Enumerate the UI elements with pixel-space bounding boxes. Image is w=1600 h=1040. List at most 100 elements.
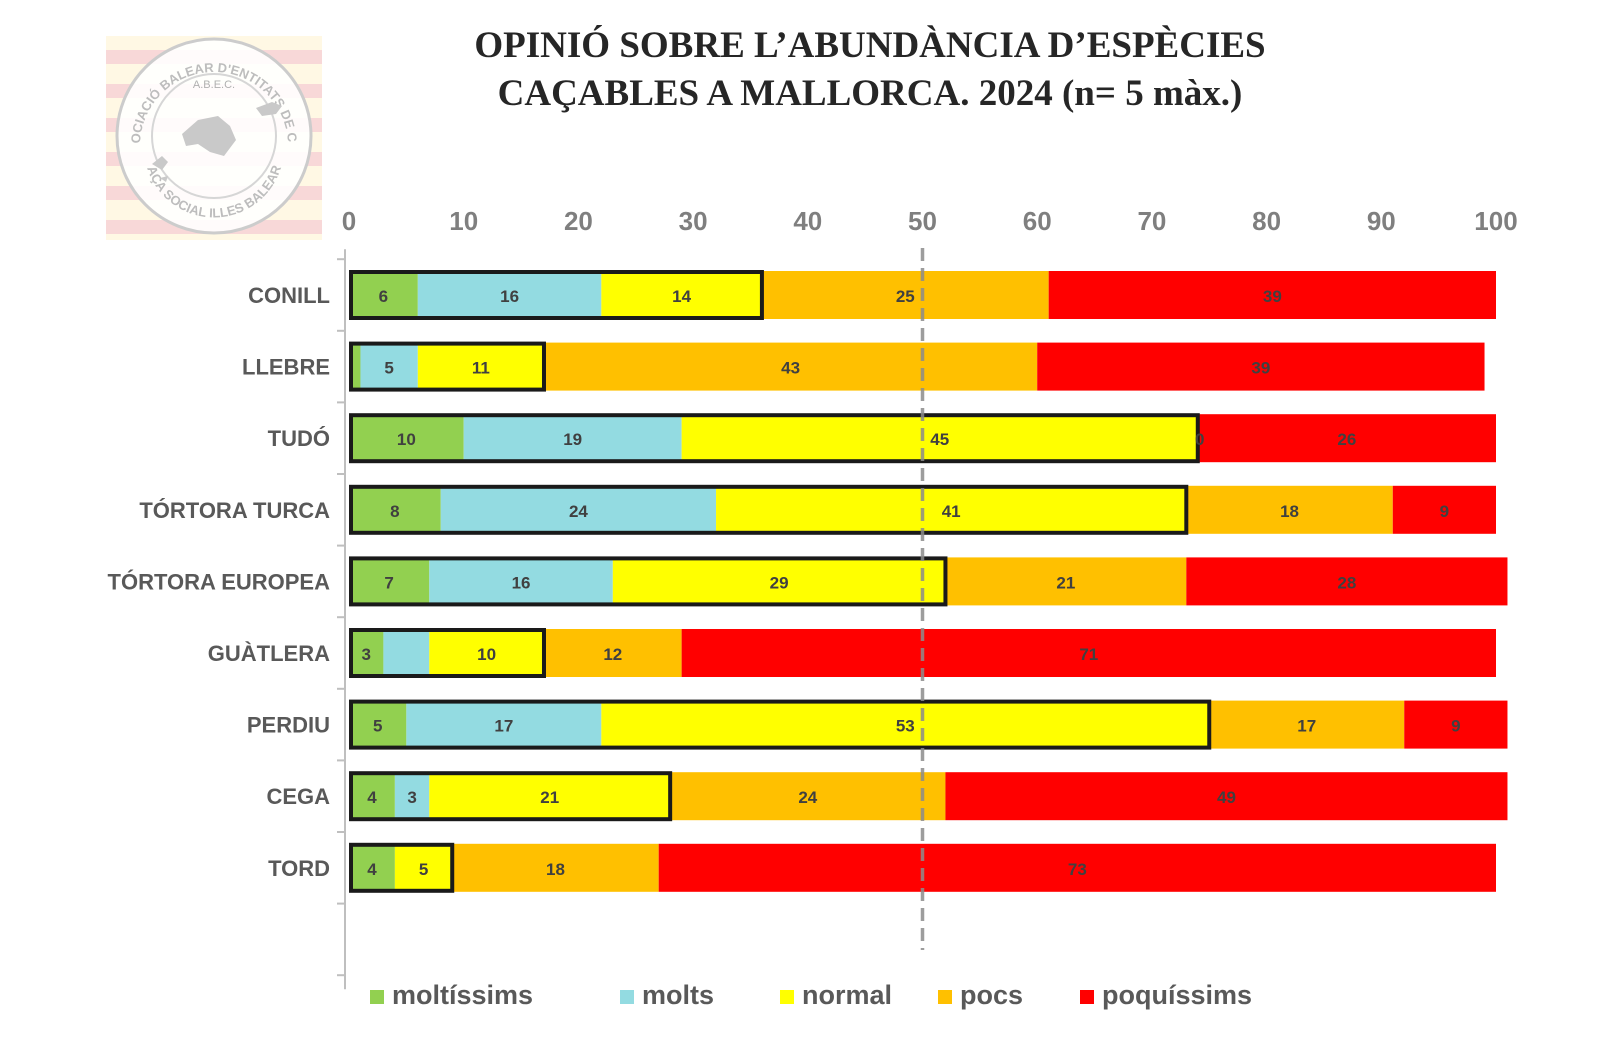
value-label-3-2: 41: [942, 502, 961, 521]
value-label-0-2: 14: [672, 287, 691, 306]
bar-6-3: [1209, 700, 1405, 749]
x-tick-label-60: 60: [1023, 206, 1052, 236]
value-label-6-3: 17: [1297, 717, 1316, 736]
bar-5-0: [349, 629, 384, 677]
value-label-6-0: 5: [373, 717, 382, 736]
value-label-5-3: 12: [603, 645, 622, 664]
legend-swatch-1: [620, 990, 634, 1004]
highlight-box-4: [349, 556, 948, 607]
value-label-6-4: 9: [1451, 717, 1460, 736]
legend-swatch-2: [780, 990, 794, 1004]
value-label-6-1: 17: [494, 717, 513, 736]
value-label-8-4: 73: [1068, 860, 1087, 879]
value-label-0-3: 25: [896, 287, 915, 306]
bar-4-0: [349, 557, 430, 606]
x-axis-tick-labels: 0 10 20 30 40 50 60 70 80 90 100: [342, 206, 1518, 236]
bar-2-4: [1197, 414, 1496, 463]
bar-3-4: [1392, 485, 1496, 534]
legend-label-3: pocs: [960, 980, 1023, 1010]
bar-3-2: [716, 485, 1187, 534]
value-label-2-3: 0: [1195, 430, 1204, 449]
menorca-island-icon: [256, 102, 282, 116]
bar-6-0: [349, 700, 407, 749]
value-label-5-0: 3: [361, 645, 370, 664]
x-tick-label-80: 80: [1252, 206, 1281, 236]
highlight-box-5: [349, 628, 546, 678]
bar-7-3: [670, 772, 946, 821]
bar-3-3: [1186, 485, 1393, 534]
bar-2-1: [463, 414, 682, 463]
bar-3-0: [349, 485, 441, 534]
highlight-box-8: [349, 842, 455, 893]
bar-4-1: [429, 557, 613, 606]
value-label-8-2: 5: [419, 860, 428, 879]
value-label-5-2: 10: [477, 645, 496, 664]
value-label-7-2: 21: [540, 788, 559, 807]
bar-8-3: [452, 843, 659, 892]
value-label-3-0: 8: [390, 502, 399, 521]
value-label-5-4: 71: [1079, 645, 1098, 664]
value-label-1-3: 43: [781, 359, 800, 378]
x-tick-label-90: 90: [1367, 206, 1396, 236]
value-label-8-0: 4: [367, 860, 377, 879]
highlight-box-6: [349, 699, 1212, 750]
value-label-1-4: 39: [1251, 359, 1270, 378]
bar-7-1: [394, 772, 430, 821]
value-label-2-1: 19: [563, 430, 582, 449]
x-tick-label-40: 40: [793, 206, 822, 236]
bar-4-2: [612, 557, 946, 606]
value-label-2-2: 45: [930, 430, 949, 449]
value-label-4-2: 29: [770, 573, 789, 592]
formentera-island-icon: [160, 176, 168, 182]
bar-0-0: [349, 271, 418, 319]
bar-7-0: [349, 772, 395, 821]
value-label-1-1: 5: [384, 359, 393, 378]
legend-swatch-0: [370, 990, 384, 1004]
value-label-2-0: 10: [397, 430, 416, 449]
legend-label-4: poquíssims: [1102, 980, 1252, 1010]
value-label-1-2: 11: [472, 359, 490, 378]
highlight-box-7: [349, 771, 673, 822]
bar-1-0: [349, 342, 361, 391]
category-label-0: CONILL: [248, 283, 330, 308]
highlight-box-0: [349, 270, 764, 320]
value-label-7-3: 24: [798, 788, 817, 807]
bar-0-3: [761, 271, 1049, 319]
legend-swatch-3: [938, 990, 952, 1004]
category-label-8: TORD: [268, 856, 330, 881]
value-label-3-3: 18: [1280, 502, 1299, 521]
bar-8-0: [349, 843, 395, 892]
category-label-1: LLEBRE: [242, 355, 330, 380]
bar-6-2: [601, 700, 1210, 749]
highlight-box-3: [349, 484, 1189, 535]
category-label-4: TÓRTORA EUROPEA: [108, 569, 331, 594]
bar-1-4: [1037, 342, 1485, 391]
value-label-4-0: 7: [384, 573, 393, 592]
bar-2-2: [681, 414, 1198, 463]
bars-group: [349, 271, 1508, 892]
x-tick-label-30: 30: [679, 206, 708, 236]
bar-1-1: [360, 342, 418, 391]
category-axis-ticks: [337, 258, 345, 977]
value-label-4-1: 16: [512, 573, 531, 592]
x-tick-label-50: 50: [908, 206, 937, 236]
category-label-6: PERDIU: [247, 713, 330, 738]
value-label-8-3: 18: [546, 860, 565, 879]
chart-title-line-2: CAÇABLES A MALLORCA. 2024 (n= 5 màx.): [497, 73, 1243, 114]
bar-6-1: [406, 700, 602, 749]
mallorca-island-icon: [182, 116, 236, 156]
value-label-4-4: 28: [1337, 573, 1356, 592]
chart-title: OPINIÓ SOBRE L’ABUNDÀNCIA D’ESPÈCIES CAÇ…: [380, 22, 1360, 118]
bar-5-4: [681, 629, 1496, 677]
bar-7-2: [429, 772, 671, 821]
value-label-3-4: 9: [1440, 502, 1449, 521]
eivissa-island-icon: [152, 156, 168, 170]
value-label-7-4: 49: [1217, 788, 1236, 807]
value-label-0-1: 16: [500, 287, 519, 306]
x-tick-label-0: 0: [342, 206, 356, 236]
x-tick-label-100: 100: [1474, 206, 1517, 236]
bar-8-2: [394, 843, 453, 892]
chart-title-line-1: OPINIÓ SOBRE L’ABUNDÀNCIA D’ESPÈCIES: [474, 25, 1266, 66]
category-labels: CONILL LLEBRE TUDÓ TÓRTORA TURCA TÓRTORA EUR…: [108, 283, 331, 881]
